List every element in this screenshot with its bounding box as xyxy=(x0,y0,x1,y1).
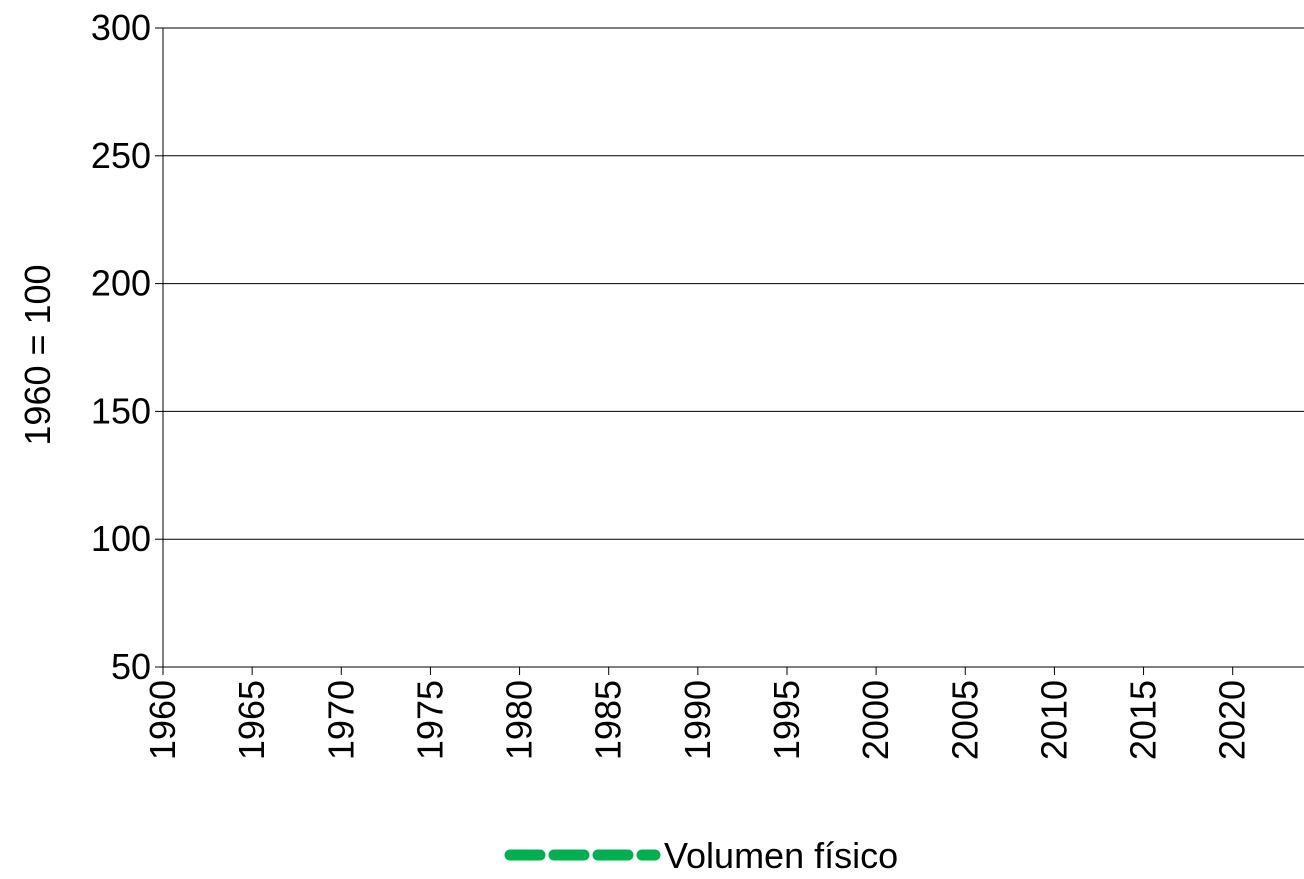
y-tick-label: 150 xyxy=(91,390,151,431)
legend-label: Volumen físico xyxy=(664,835,898,876)
x-tick-label: 2000 xyxy=(855,680,896,760)
x-tick-label: 1965 xyxy=(231,680,272,760)
x-tick-label: 1975 xyxy=(409,680,450,760)
x-tick-label: 2005 xyxy=(944,680,985,760)
y-tick-label: 200 xyxy=(91,263,151,304)
x-tick-label: 1985 xyxy=(588,680,629,760)
x-tick-label: 2010 xyxy=(1033,680,1074,760)
x-tick-label: 1960 xyxy=(142,680,183,760)
x-tick-label: 2015 xyxy=(1123,680,1164,760)
y-tick-label: 100 xyxy=(91,518,151,559)
y-axis-label: 1960 = 100 xyxy=(17,264,58,445)
x-tick-label: 1980 xyxy=(499,680,540,760)
y-tick-label: 300 xyxy=(91,7,151,48)
x-tick-label: 2020 xyxy=(1212,680,1253,760)
y-tick-label: 50 xyxy=(111,646,151,687)
x-tick-label: 1970 xyxy=(320,680,361,760)
x-tick-label: 1995 xyxy=(766,680,807,760)
x-tick-label: 1990 xyxy=(677,680,718,760)
y-tick-label: 250 xyxy=(91,135,151,176)
